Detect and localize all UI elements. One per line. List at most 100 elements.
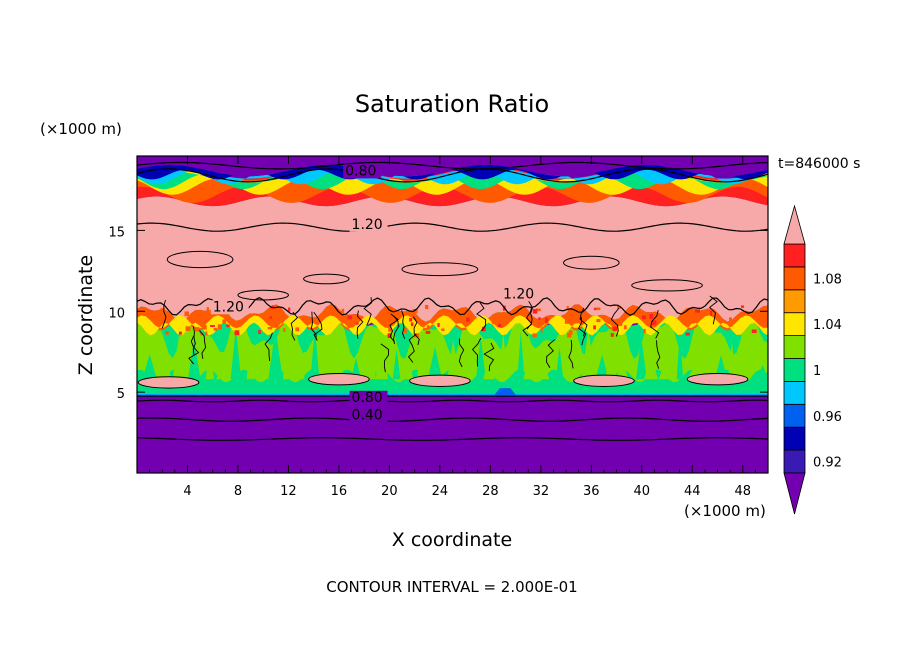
pink-lens (573, 374, 635, 387)
contour-label: 1.20 (503, 286, 534, 302)
field-layers: 0.80 1.20 1.20 1.20 0.80 0.40 (137, 156, 768, 473)
speckle (567, 332, 572, 338)
speckle (466, 317, 470, 322)
x-axis-label: X coordinate (392, 529, 512, 551)
speckle (184, 311, 189, 317)
x-tick-label: 28 (482, 484, 499, 499)
contour-loop (563, 255, 620, 270)
cloud-spike (142, 354, 157, 380)
contour-interval-note: CONTOUR INTERVAL = 2.000E-01 (326, 578, 577, 596)
contour-label-bg (210, 300, 249, 315)
contour-line (137, 437, 768, 441)
speckle (358, 315, 364, 319)
contour-squiggle (650, 309, 660, 339)
colorbar-box (783, 289, 806, 314)
cloud-spike (636, 337, 647, 380)
speckle (387, 333, 392, 338)
contour-label-bg (500, 287, 539, 302)
contour-squiggle (476, 302, 487, 332)
cloud-spike (296, 353, 305, 380)
contour-squiggle (380, 343, 390, 373)
contour-label-bg (349, 390, 388, 405)
contour-squiggle (526, 300, 533, 330)
contour-squiggle (458, 338, 465, 368)
contour-squiggle (310, 311, 317, 340)
contour-label-bg (349, 217, 388, 232)
contour-squiggle (356, 310, 364, 339)
speckle (687, 317, 692, 321)
speckle (202, 324, 207, 330)
speckle (751, 329, 757, 334)
speckle (532, 333, 537, 338)
contour-squiggle (522, 307, 533, 337)
speckle (165, 331, 169, 335)
contour-label-bg (343, 164, 382, 179)
speckle (347, 315, 353, 320)
speckle (341, 308, 345, 314)
contour-line (137, 161, 768, 170)
speckle (619, 321, 623, 326)
speckle (269, 316, 273, 319)
z-unit-label: (×1000 m) (40, 120, 122, 138)
speckle (694, 313, 699, 319)
contour-squiggle (579, 307, 588, 337)
cloud-spike (205, 350, 215, 380)
cloud-spike (403, 348, 414, 380)
speckle (695, 309, 701, 313)
x-tick-label: 24 (432, 484, 449, 499)
colorbar-box (783, 243, 806, 268)
speckle (612, 326, 618, 332)
cloud-spike (172, 334, 186, 380)
contour-label-bg (349, 408, 388, 423)
colorbar-extend-top (783, 204, 806, 245)
cloud-spike (523, 359, 534, 380)
speckle (388, 327, 392, 332)
speckle (741, 305, 745, 308)
cloud-spike (230, 327, 242, 380)
supersaturated-layer (137, 196, 768, 322)
speckle (729, 317, 732, 322)
pink-lens (686, 373, 749, 386)
speckle (495, 312, 499, 317)
y-tick-label: 5 (117, 387, 125, 402)
plot-area: 0.801.201.201.200.800.404 8 12 16 20 24 28 32 36… (108, 155, 769, 499)
cloud-spike (555, 347, 564, 380)
contour-label: 1.20 (352, 217, 383, 233)
speckle (206, 307, 209, 312)
colorbar-box (783, 426, 806, 451)
speckle (593, 307, 597, 311)
cloud-spike (616, 356, 629, 380)
speckle (710, 310, 713, 316)
x-tick-label: 48 (734, 484, 751, 499)
speckle (409, 318, 413, 322)
cloud-spike (534, 357, 550, 380)
colorbar-extend-bottom (783, 472, 806, 515)
cloud-spike (727, 342, 737, 380)
cloud-spike (258, 339, 271, 380)
pink-lens (308, 373, 370, 386)
speckle (636, 314, 642, 318)
y-axis-label: Z coordinate (75, 255, 97, 375)
speckle (532, 309, 538, 314)
speckle (426, 325, 430, 330)
chart-title: Saturation Ratio (355, 90, 549, 118)
speckle (222, 319, 227, 324)
colorbar-label: 0.92 (813, 456, 842, 471)
speckle (425, 305, 429, 310)
upper-dry-layer (137, 156, 768, 177)
contour-squiggle (407, 333, 417, 363)
speckle (194, 327, 200, 332)
cloud-spike (416, 340, 428, 380)
cloud-spike (475, 336, 486, 380)
speckle (617, 305, 622, 309)
contour-loop (631, 279, 703, 292)
contour-squiggle (709, 295, 718, 325)
speckle (536, 308, 541, 312)
cloud-spike (458, 337, 470, 380)
speckle (463, 322, 468, 326)
pink-lens (409, 374, 471, 387)
x-tick-label: 36 (583, 484, 600, 499)
speckle (387, 321, 390, 325)
contour-loop (401, 262, 479, 277)
contour-squiggle (401, 310, 406, 339)
